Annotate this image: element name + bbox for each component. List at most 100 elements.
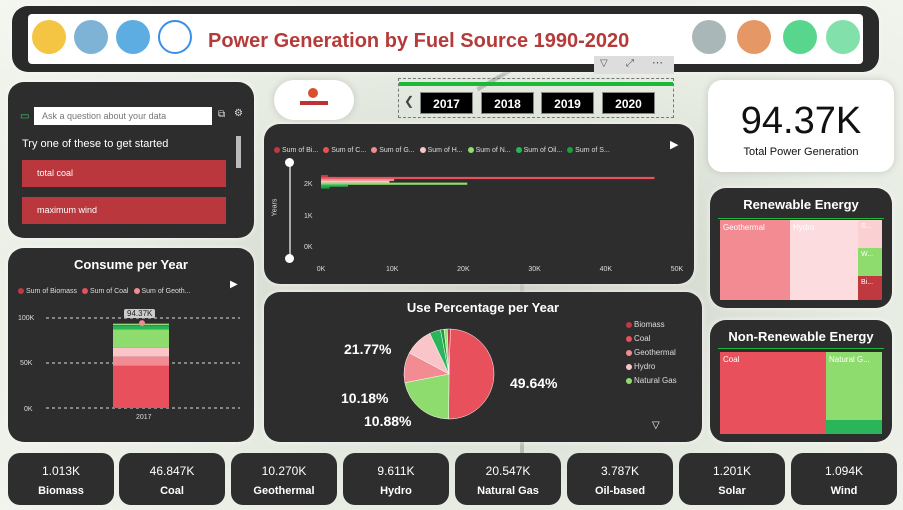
- legend-scroll-down-icon[interactable]: ▽: [652, 420, 660, 431]
- consume-panel: Consume per Year Sum of Biomass Sum of Co…: [8, 248, 254, 442]
- suggestion-maximum-wind[interactable]: maximum wind: [22, 197, 226, 224]
- card-value: 1.201K: [712, 464, 752, 478]
- legend-item[interactable]: Sum of Coal: [81, 288, 129, 295]
- filter-icon[interactable]: ▽: [600, 58, 608, 69]
- legend-next-icon[interactable]: ▶: [230, 279, 238, 290]
- legend-item[interactable]: Sum of Geoth...: [133, 288, 191, 295]
- card-value: 9.611K: [377, 464, 415, 478]
- consume-title: Consume per Year: [74, 257, 188, 272]
- treemap-hydro[interactable]: Hydro: [790, 220, 858, 300]
- legend-item[interactable]: Sum of N...: [467, 147, 511, 154]
- legend-item[interactable]: Geothermal: [626, 348, 677, 357]
- bar-sumofh[interactable]: [321, 180, 390, 183]
- treemap-wind[interactable]: W...: [858, 248, 882, 276]
- year-2018-button[interactable]: 2018: [481, 92, 534, 114]
- card-value: 3.787K: [600, 464, 640, 478]
- slider-handle-top[interactable]: [285, 158, 294, 167]
- focus-mode-icon[interactable]: ⤢: [626, 58, 634, 69]
- stack-segment-coal[interactable]: [113, 365, 169, 408]
- bar-sumofs[interactable]: [321, 186, 330, 189]
- y-tick: 0K: [24, 406, 33, 413]
- legend-label: Coal: [634, 334, 651, 343]
- stack-segment-geothermal[interactable]: [113, 356, 169, 366]
- pie-slice-biomass[interactable]: [447, 328, 451, 375]
- legend-next-icon[interactable]: ▶: [670, 139, 679, 151]
- brand-logo: [274, 80, 354, 120]
- legend-item[interactable]: Sum of C...: [323, 147, 366, 154]
- x-tick: 30K: [528, 266, 541, 273]
- title-underline: [718, 218, 884, 219]
- gas-flame-icon: [158, 20, 192, 54]
- card-label: Biomass: [38, 485, 84, 497]
- stack-segment-oil-based[interactable]: [113, 326, 169, 330]
- legend-item[interactable]: Hydro: [626, 362, 677, 371]
- legend-label: Sum of Oil...: [523, 146, 563, 154]
- gear-icon[interactable]: ⚙: [234, 108, 243, 119]
- legend-item[interactable]: Sum of Bi...: [274, 147, 318, 154]
- legend-item[interactable]: Coal: [626, 334, 677, 343]
- legend-item[interactable]: Sum of G...: [371, 147, 415, 154]
- year-2019-button[interactable]: 2019: [541, 92, 594, 114]
- y-tick: 100K: [18, 315, 35, 322]
- bar-sumofoil[interactable]: [321, 184, 348, 187]
- title-underline: [718, 348, 884, 349]
- treemap-oil-based[interactable]: [826, 420, 882, 434]
- treemap-natural-gas[interactable]: Natural G...: [826, 352, 882, 420]
- legend-swatch: [515, 147, 522, 153]
- legend-swatch: [274, 147, 280, 153]
- legend-swatch: [419, 147, 426, 153]
- legend-item[interactable]: Sum of H...: [419, 147, 463, 154]
- card-label: Natural Gas: [477, 485, 539, 497]
- x-tick: 20K: [457, 266, 470, 273]
- legend-item[interactable]: Biomass: [626, 320, 677, 329]
- qa-prompt: Try one of these to get started: [22, 138, 169, 150]
- legend-label: Biomass: [634, 320, 665, 329]
- qa-input[interactable]: [34, 107, 212, 125]
- bar-sumofn[interactable]: [321, 182, 468, 185]
- legend-item[interactable]: Sum of S...: [567, 147, 610, 154]
- card-value: 20.547K: [485, 464, 531, 478]
- card-label: Wind: [830, 485, 858, 497]
- stack-segment-hydro[interactable]: [113, 347, 169, 357]
- card-value: 10.270K: [261, 464, 307, 478]
- legend-swatch: [567, 147, 574, 153]
- legend-swatch: [626, 335, 632, 342]
- pie-slice-coal[interactable]: [448, 328, 495, 420]
- legend-item[interactable]: Sum of Biomass: [18, 288, 77, 295]
- kpi-label: Total Power Generation: [743, 146, 859, 158]
- card-coal: 46.847K Coal: [119, 453, 225, 505]
- legend-item[interactable]: Natural Gas: [626, 376, 677, 385]
- treemap-geothermal[interactable]: Geothermal: [720, 220, 790, 300]
- bar-sumofc[interactable]: [321, 176, 655, 180]
- year-range-slider[interactable]: [285, 158, 294, 263]
- more-options-icon[interactable]: ⋯: [652, 57, 663, 69]
- legend-label: Sum of Biomass: [26, 287, 77, 295]
- stack-segment-natural-gas[interactable]: [113, 329, 169, 348]
- suggestion-total-coal[interactable]: total coal: [22, 160, 226, 187]
- year-2020-button[interactable]: 2020: [602, 92, 655, 114]
- nonrenewable-title: Non-Renewable Energy: [728, 329, 874, 344]
- legend-item[interactable]: Sum of Oil...: [515, 146, 563, 154]
- bar-sumofbi[interactable]: [321, 175, 329, 178]
- copy-icon[interactable]: ⧉: [218, 109, 226, 120]
- factory-icon: [692, 20, 726, 54]
- card-natural-gas: 20.547K Natural Gas: [455, 453, 561, 505]
- bar-sumofg[interactable]: [321, 178, 395, 181]
- page-title: Power Generation by Fuel Source 1990-202…: [208, 30, 630, 52]
- renewable-panel: Renewable Energy Geothermal Hydro S... W…: [710, 188, 892, 308]
- legend-swatch: [626, 321, 632, 328]
- treemap-solar[interactable]: S...: [858, 220, 882, 248]
- nonrenewable-panel: Non-Renewable Energy Coal Natural G...: [710, 320, 892, 442]
- year-2017-button[interactable]: 2017: [420, 92, 473, 114]
- treemap-biomass[interactable]: Bi...: [858, 276, 882, 300]
- legend-swatch: [323, 147, 330, 153]
- slider-handle-bottom[interactable]: [285, 254, 294, 263]
- qa-scrollbar[interactable]: [236, 136, 241, 168]
- chevron-left-icon[interactable]: ❮: [404, 94, 415, 108]
- legend-swatch: [81, 288, 88, 294]
- treemap-coal[interactable]: Coal: [720, 352, 826, 434]
- x-tick: 0K: [317, 266, 326, 273]
- pie-slice-natural-gas[interactable]: [404, 373, 450, 420]
- legend-swatch: [467, 147, 474, 153]
- x-tick: 10K: [386, 266, 399, 273]
